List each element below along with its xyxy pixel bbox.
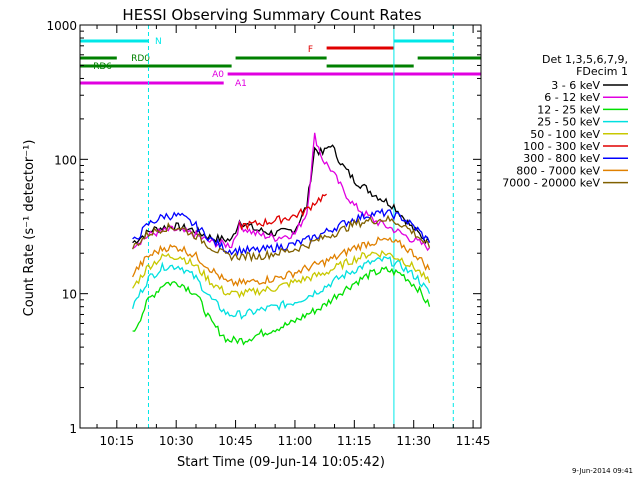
x-tick-label: 10:30 — [159, 434, 194, 448]
chart-title: HESSI Observing Summary Count Rates — [122, 6, 421, 24]
y-tick-label: 1000 — [46, 19, 77, 33]
instrument-flag-bars: N F RD0 RD6 A0 A1 — [80, 37, 481, 89]
series-50-100keV — [132, 249, 431, 299]
legend-entry-label: 800 - 7000 keV — [516, 164, 600, 177]
x-axis: 10:15 10:30 10:45 11:00 11:15 11:30 11:45 — [96, 25, 491, 448]
flag-label-n: N — [155, 37, 162, 47]
legend-entry-label: 12 - 25 keV — [537, 103, 600, 116]
series-line — [132, 207, 431, 257]
plot-frame — [79, 24, 482, 429]
legend-entry-label: 100 - 300 keV — [523, 140, 600, 153]
series-300-800keV — [132, 207, 431, 257]
y-tick-label: 100 — [54, 153, 77, 167]
series-line — [132, 236, 431, 287]
series-100-300keV — [238, 193, 327, 231]
footer-date: 9-Jun-2014 09:41 — [572, 467, 633, 475]
legend-entry-label: 3 - 6 keV — [551, 79, 600, 92]
y-tick-label: 10 — [62, 288, 77, 302]
legend-header: Det 1,3,5,6,7,9, — [542, 53, 628, 66]
series-line — [132, 266, 431, 346]
series-line — [131, 255, 431, 320]
x-tick-label: 10:45 — [218, 434, 253, 448]
series-line — [131, 214, 431, 263]
legend-entry-label: 300 - 800 keV — [523, 152, 600, 165]
flag-label-rd0: RD0 — [131, 54, 150, 64]
x-tick-label: 11:15 — [337, 434, 372, 448]
x-tick-label: 11:00 — [278, 434, 313, 448]
flag-label-a1: A1 — [235, 79, 247, 89]
series-line — [132, 249, 431, 299]
x-tick-label: 11:30 — [396, 434, 431, 448]
legend-entry-label: 6 - 12 keV — [544, 91, 600, 104]
x-tick-label: 11:45 — [456, 434, 491, 448]
legend-entry-label: 25 - 50 keV — [537, 116, 600, 129]
x-tick-label: 10:15 — [100, 434, 135, 448]
x-axis-label: Start Time (09-Jun-14 10:05:42) — [177, 455, 385, 470]
series-12-25keV — [132, 266, 431, 346]
legend-header: FDecim 1 — [576, 65, 628, 78]
series-7000-20000keV — [131, 214, 431, 263]
series-line — [238, 193, 327, 231]
flag-label-f: F — [308, 45, 313, 55]
series-800-7000keV — [132, 236, 431, 287]
flag-label-a0: A0 — [212, 70, 224, 80]
legend-entry-label: 7000 - 20000 keV — [502, 177, 600, 190]
flag-label-rd6: RD6 — [93, 62, 112, 72]
series-25-50keV — [131, 255, 431, 320]
y-tick-label: 1 — [69, 422, 77, 436]
series-lines — [131, 132, 431, 346]
y-axis-label: Count Rate (s⁻¹ detector⁻¹) — [22, 140, 37, 317]
y-axis: 1 10 100 1000 — [46, 19, 481, 436]
legend-entry-label: 50 - 100 keV — [530, 128, 600, 141]
